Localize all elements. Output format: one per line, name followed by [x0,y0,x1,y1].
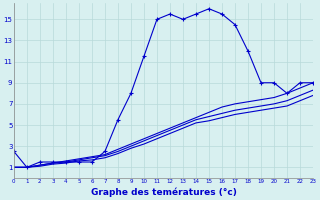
X-axis label: Graphe des temératures (°c): Graphe des temératures (°c) [91,187,236,197]
